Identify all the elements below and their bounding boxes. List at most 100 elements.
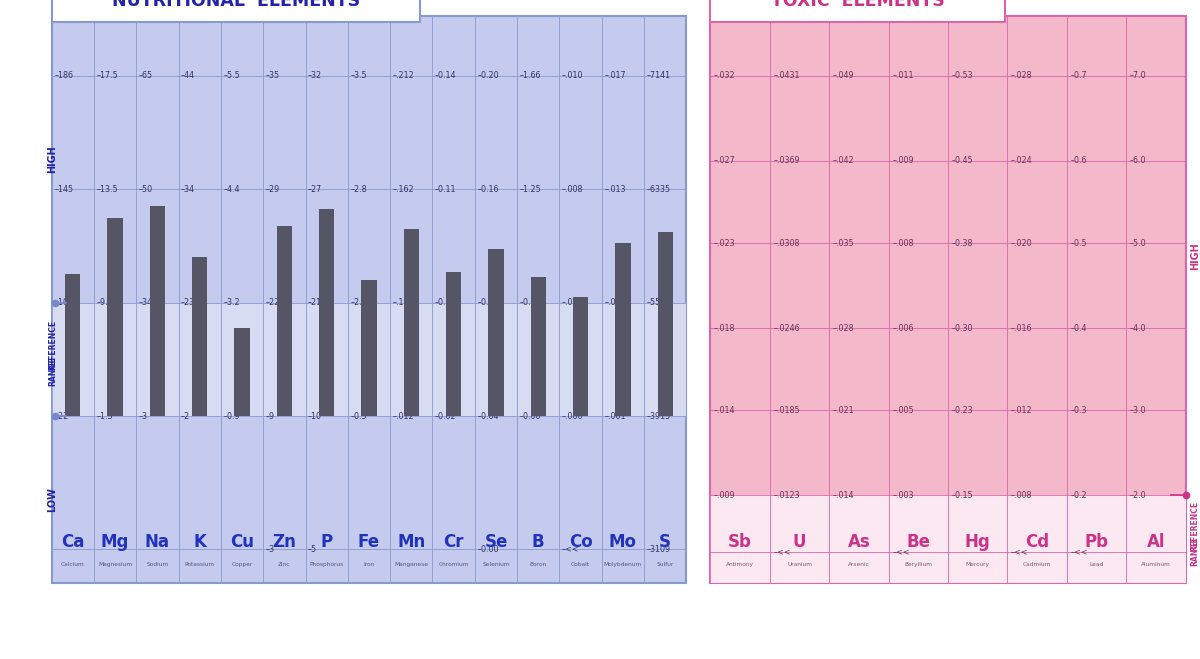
Text: –32: –32 <box>308 71 322 80</box>
Text: RANGE: RANGE <box>1190 536 1200 566</box>
Text: –23: –23 <box>181 298 196 307</box>
Text: Mercury: Mercury <box>966 562 990 567</box>
Text: Molybdenum: Molybdenum <box>604 562 642 567</box>
Text: Iron: Iron <box>364 562 374 567</box>
Text: Hg: Hg <box>965 533 990 552</box>
Text: –0.2: –0.2 <box>1070 491 1087 500</box>
Text: Beryllium: Beryllium <box>905 562 932 567</box>
Text: REFERENCE: REFERENCE <box>1190 501 1200 551</box>
Text: Lead: Lead <box>1090 562 1104 567</box>
Text: HIGH: HIGH <box>1190 242 1200 270</box>
Text: –.162: –.162 <box>392 185 414 194</box>
Text: –.0123: –.0123 <box>773 491 800 500</box>
Text: Zinc: Zinc <box>278 562 290 567</box>
Text: REFERENCE: REFERENCE <box>48 320 56 370</box>
Text: –13.5: –13.5 <box>96 185 118 194</box>
Text: –44: –44 <box>181 71 196 80</box>
Text: –0.9: –0.9 <box>223 411 240 420</box>
Text: –.003: –.003 <box>892 491 913 500</box>
Text: –0.23: –0.23 <box>952 406 973 415</box>
Text: Sulfur: Sulfur <box>656 562 674 567</box>
Text: –0.20: –0.20 <box>478 71 499 80</box>
Text: P: P <box>320 533 332 552</box>
Bar <box>192 258 208 416</box>
Text: –0.45: –0.45 <box>952 156 973 165</box>
Text: Manganese: Manganese <box>395 562 428 567</box>
Text: –.0246: –.0246 <box>773 324 800 333</box>
Bar <box>108 217 122 416</box>
Text: Cu: Cu <box>230 533 254 552</box>
Text: –0.30: –0.30 <box>952 324 973 333</box>
Text: –2.0: –2.0 <box>1129 491 1146 500</box>
Text: –<<: –<< <box>892 548 910 557</box>
Text: –22: –22 <box>265 298 280 307</box>
Text: –.009: –.009 <box>605 298 626 307</box>
Text: –.0431: –.0431 <box>773 71 800 80</box>
Text: Calcium: Calcium <box>61 562 85 567</box>
Text: –6335: –6335 <box>647 185 671 194</box>
Text: –.0185: –.0185 <box>773 406 800 415</box>
Text: –3109: –3109 <box>647 545 671 554</box>
Text: –104: –104 <box>54 298 73 307</box>
Text: Al: Al <box>1147 533 1165 552</box>
Bar <box>488 249 504 416</box>
Text: –3915: –3915 <box>647 411 671 420</box>
Text: –21: –21 <box>308 298 322 307</box>
Text: –9.4: –9.4 <box>96 298 113 307</box>
Text: –27: –27 <box>308 185 323 194</box>
Text: –.005: –.005 <box>892 406 913 415</box>
Bar <box>530 277 546 416</box>
Text: –.027: –.027 <box>714 156 736 165</box>
Bar <box>52 16 686 583</box>
Text: –.009: –.009 <box>714 491 736 500</box>
Text: RANGE: RANGE <box>48 357 56 386</box>
Text: –17.5: –17.5 <box>96 71 119 80</box>
Bar <box>710 496 1186 583</box>
Text: –.000: –.000 <box>562 411 583 420</box>
Text: –.006: –.006 <box>892 324 913 333</box>
Text: –.001: –.001 <box>605 411 625 420</box>
Text: –1.3: –1.3 <box>96 411 113 420</box>
Text: –2.0: –2.0 <box>350 298 367 307</box>
Text: –<<: –<< <box>1010 548 1028 557</box>
Text: –7.0: –7.0 <box>1129 71 1146 80</box>
Bar <box>52 302 686 416</box>
Text: –3: –3 <box>139 411 148 420</box>
Text: Co: Co <box>569 533 593 552</box>
Text: –.021: –.021 <box>833 406 854 415</box>
Text: B: B <box>532 533 545 552</box>
Text: –0.16: –0.16 <box>478 185 499 194</box>
Text: –.212: –.212 <box>392 71 414 80</box>
Text: –22: –22 <box>54 411 68 420</box>
Text: –0.38: –0.38 <box>952 239 973 248</box>
Bar <box>446 272 461 416</box>
Text: –.024: –.024 <box>1010 156 1032 165</box>
Text: –0.02: –0.02 <box>436 411 457 420</box>
Text: –.008: –.008 <box>562 185 583 194</box>
Text: Se: Se <box>485 533 508 552</box>
Text: –2.8: –2.8 <box>350 185 367 194</box>
Text: –5528: –5528 <box>647 298 671 307</box>
Text: –.012: –.012 <box>392 411 414 420</box>
Text: NUTRITIONAL  ELEMENTS: NUTRITIONAL ELEMENTS <box>112 0 360 11</box>
Text: –10: –10 <box>308 411 322 420</box>
Text: –.013: –.013 <box>605 185 625 194</box>
Text: –5.5: –5.5 <box>223 71 240 80</box>
Text: –3.5: –3.5 <box>350 71 367 80</box>
Text: Mo: Mo <box>608 533 637 552</box>
Text: –0.00: –0.00 <box>478 545 499 554</box>
Text: –35: –35 <box>265 71 280 80</box>
Text: –50: –50 <box>139 185 152 194</box>
Text: Na: Na <box>145 533 170 552</box>
Text: –9: –9 <box>265 411 275 420</box>
Text: Chromium: Chromium <box>438 562 469 567</box>
Text: –1.66: –1.66 <box>520 71 541 80</box>
Text: –.023: –.023 <box>714 239 736 248</box>
Text: Copper: Copper <box>232 562 253 567</box>
Text: Be: Be <box>906 533 930 552</box>
Text: –.010: –.010 <box>562 71 583 80</box>
Text: –3.2: –3.2 <box>223 298 240 307</box>
Text: –<<: –<< <box>773 548 791 557</box>
Text: Potassium: Potassium <box>185 562 215 567</box>
Text: –.011: –.011 <box>892 71 913 80</box>
